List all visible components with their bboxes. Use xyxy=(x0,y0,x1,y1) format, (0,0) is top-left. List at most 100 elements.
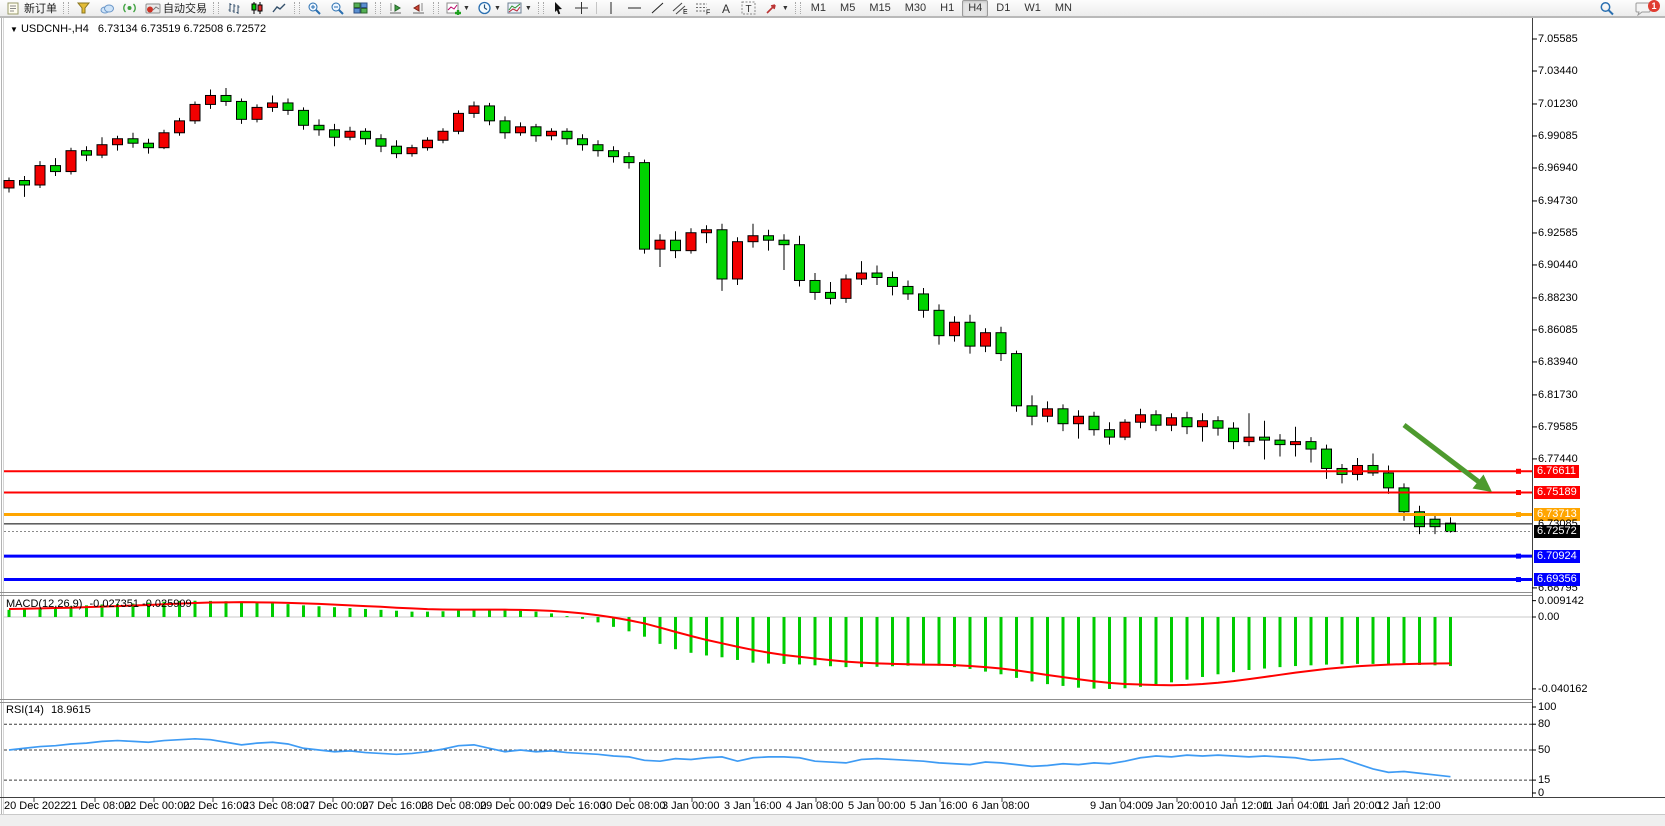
macd-histogram-bar xyxy=(426,611,429,617)
candle-body xyxy=(158,132,170,149)
candle-body xyxy=(794,244,805,281)
cursor-icon[interactable] xyxy=(547,0,570,17)
macd-histogram-bar xyxy=(69,606,73,617)
horizontal-line-icon[interactable] xyxy=(623,0,646,17)
macd-histogram-bar xyxy=(1449,617,1452,667)
svg-text:F: F xyxy=(706,10,710,16)
tile-windows-icon[interactable] xyxy=(349,0,372,17)
crosshair-icon[interactable] xyxy=(570,0,593,17)
candle-body xyxy=(1088,415,1100,431)
macd-histogram-bar xyxy=(922,617,925,666)
text-label-icon[interactable]: T xyxy=(738,0,761,17)
cloud-icon[interactable] xyxy=(95,0,118,17)
candle-body xyxy=(856,272,867,280)
candle-body xyxy=(747,235,759,243)
candle-body xyxy=(561,130,573,140)
macd-histogram-bar xyxy=(953,617,956,668)
candle-body xyxy=(220,94,232,102)
macd-histogram-bar xyxy=(1340,617,1344,665)
zoom-in-icon[interactable] xyxy=(303,0,326,17)
macd-histogram-bar xyxy=(705,617,708,656)
candle-body xyxy=(298,109,309,126)
timeframe-h1[interactable]: H1 xyxy=(940,2,955,14)
arrows-button[interactable]: ▼ xyxy=(761,0,792,17)
candle-body xyxy=(375,138,387,147)
macd-histogram-bar xyxy=(534,611,538,617)
trend-arrow-head[interactable] xyxy=(1472,474,1493,493)
zoom-out-icon[interactable] xyxy=(326,0,349,17)
macd-histogram-bar xyxy=(1309,617,1313,666)
timeframe-w1[interactable]: W1 xyxy=(1024,2,1041,14)
bar-chart-icon[interactable] xyxy=(222,0,245,17)
periods-button[interactable]: ▼ xyxy=(473,0,504,17)
line-selection-marker[interactable] xyxy=(1516,468,1521,474)
templates-button[interactable]: ▼ xyxy=(504,0,535,17)
line-chart-icon[interactable] xyxy=(268,0,291,17)
broadcast-icon[interactable] xyxy=(118,0,141,17)
candle-body xyxy=(530,126,542,137)
macd-histogram-bar xyxy=(116,604,119,617)
candle-body xyxy=(127,138,139,144)
macd-histogram-bar xyxy=(782,617,786,664)
new-order-button[interactable]: 新订单 xyxy=(2,0,60,17)
macd-histogram-bar xyxy=(1216,617,1220,675)
macd-histogram-bar xyxy=(317,606,321,617)
line-selection-marker[interactable] xyxy=(1516,512,1521,518)
timeframe-m5[interactable]: M5 xyxy=(840,2,856,14)
add-indicator-icon xyxy=(445,1,462,16)
candle-body xyxy=(515,126,526,134)
candle-body xyxy=(716,229,728,280)
text-icon[interactable]: A xyxy=(715,0,738,17)
candle-body xyxy=(143,142,154,149)
toolbar-grip xyxy=(433,2,439,14)
line-selection-marker[interactable] xyxy=(1516,490,1521,496)
autotrading-button[interactable]: 自动交易 xyxy=(141,0,210,17)
candle-body xyxy=(639,162,650,250)
macd-histogram-bar xyxy=(829,617,832,667)
macd-histogram-bar xyxy=(1294,617,1297,667)
macd-histogram-bar xyxy=(1201,617,1204,677)
timeframe-m30[interactable]: M30 xyxy=(904,2,927,14)
chart-shift-icon[interactable] xyxy=(407,0,430,17)
macd-histogram-bar xyxy=(736,617,739,660)
candlestick-chart-icon[interactable] xyxy=(245,0,268,17)
candle-body xyxy=(112,138,123,146)
candle-body xyxy=(933,309,945,337)
candle-body xyxy=(685,232,697,252)
candle-body xyxy=(1197,420,1208,428)
candle-body xyxy=(701,229,712,234)
timeframe-m1[interactable]: M1 xyxy=(810,2,827,14)
macd-histogram-bar xyxy=(1325,617,1328,665)
macd-histogram-bar xyxy=(674,617,677,650)
funnel-icon[interactable] xyxy=(72,0,95,17)
candle-body xyxy=(732,241,743,280)
timeframe-m15[interactable]: M15 xyxy=(869,2,891,14)
line-selection-marker[interactable] xyxy=(1516,553,1521,559)
trendline-icon[interactable] xyxy=(646,0,669,17)
toolbar-grip xyxy=(294,2,300,14)
svg-text:A: A xyxy=(722,2,730,15)
macd-histogram-bar xyxy=(720,617,724,658)
timeframe-mn[interactable]: MN xyxy=(1054,2,1072,14)
trend-arrow-object[interactable] xyxy=(1402,423,1481,484)
community-button[interactable]: 1 xyxy=(1632,0,1660,17)
auto-scroll-icon[interactable] xyxy=(384,0,407,17)
candle-body xyxy=(236,100,247,120)
vertical-line-icon[interactable] xyxy=(600,0,623,17)
macd-histogram-bar xyxy=(193,600,197,617)
timeframe-h4[interactable]: H4 xyxy=(962,0,989,17)
candle-body xyxy=(778,239,790,246)
equidistant-channel-icon[interactable]: E xyxy=(669,0,692,17)
search-icon[interactable] xyxy=(1595,0,1618,17)
fibonacci-icon[interactable]: F xyxy=(692,0,715,17)
dropdown-caret-icon: ▼ xyxy=(493,4,501,12)
indicators-button[interactable]: ▼ xyxy=(442,0,473,17)
timeframe-d1[interactable]: D1 xyxy=(996,2,1011,14)
line-selection-marker[interactable] xyxy=(1516,577,1521,583)
macd-histogram-bar xyxy=(937,617,941,666)
template-chart-icon xyxy=(507,1,524,16)
candle-body xyxy=(1042,408,1053,417)
macd-histogram-bar xyxy=(550,613,553,617)
